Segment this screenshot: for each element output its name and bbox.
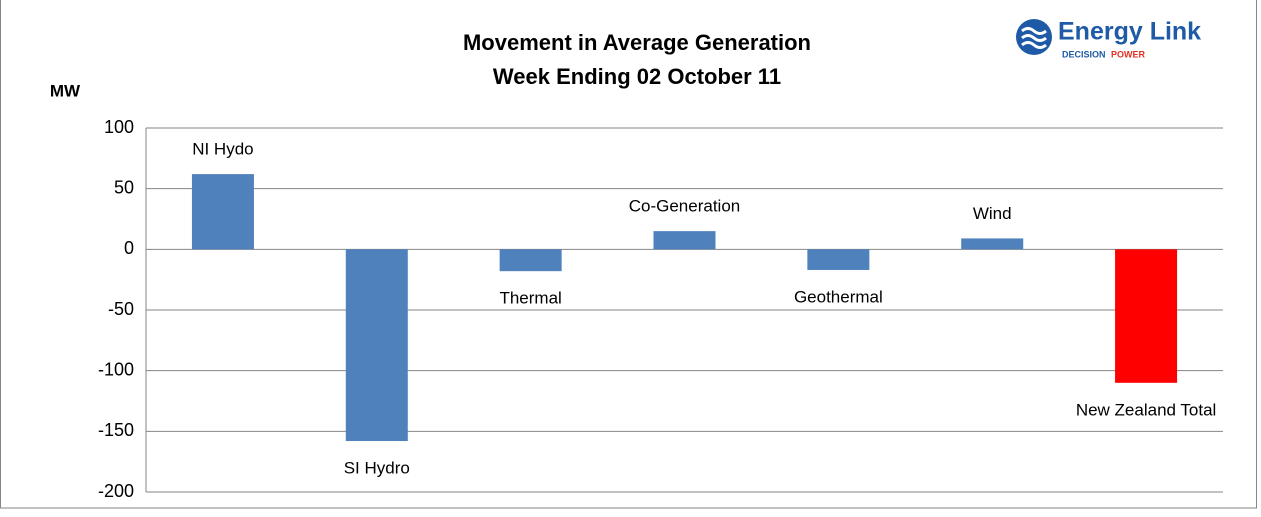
bar [653,231,716,250]
bar-label: NI Hydo [192,140,253,159]
logo: Energy Link DECISION POWER [1016,18,1201,59]
logo-tagline: DECISION [1062,49,1106,59]
bar [1115,249,1178,383]
bar-label: SI Hydro [344,459,410,478]
bar [499,249,562,272]
y-tick-label: 50 [114,177,134,197]
bar-label: Thermal [499,289,561,308]
bar-label: Co-Generation [629,197,741,216]
logo-name: Energy Link [1058,18,1201,46]
y-tick-label: -150 [98,420,134,440]
y-axis-label: MW [50,81,81,100]
bar [961,238,1024,250]
bar-label: Geothermal [794,287,883,306]
y-tick-label: 100 [104,117,134,137]
logo-waves [1021,27,1047,49]
bar-label: New Zealand Total [1076,400,1217,419]
chart-title: Movement in Average Generation [463,30,811,55]
bar [191,174,254,250]
y-tick-label: 0 [124,238,134,258]
chart-subtitle: Week Ending 02 October 11 [493,64,781,89]
bar-label: Wind [973,204,1012,223]
y-tick-label: -200 [98,481,134,501]
bar [345,249,408,442]
logo-tagline: POWER [1111,49,1146,59]
y-tick-label: -50 [108,299,134,319]
y-tick-label: -100 [98,359,134,379]
bar [807,249,870,270]
